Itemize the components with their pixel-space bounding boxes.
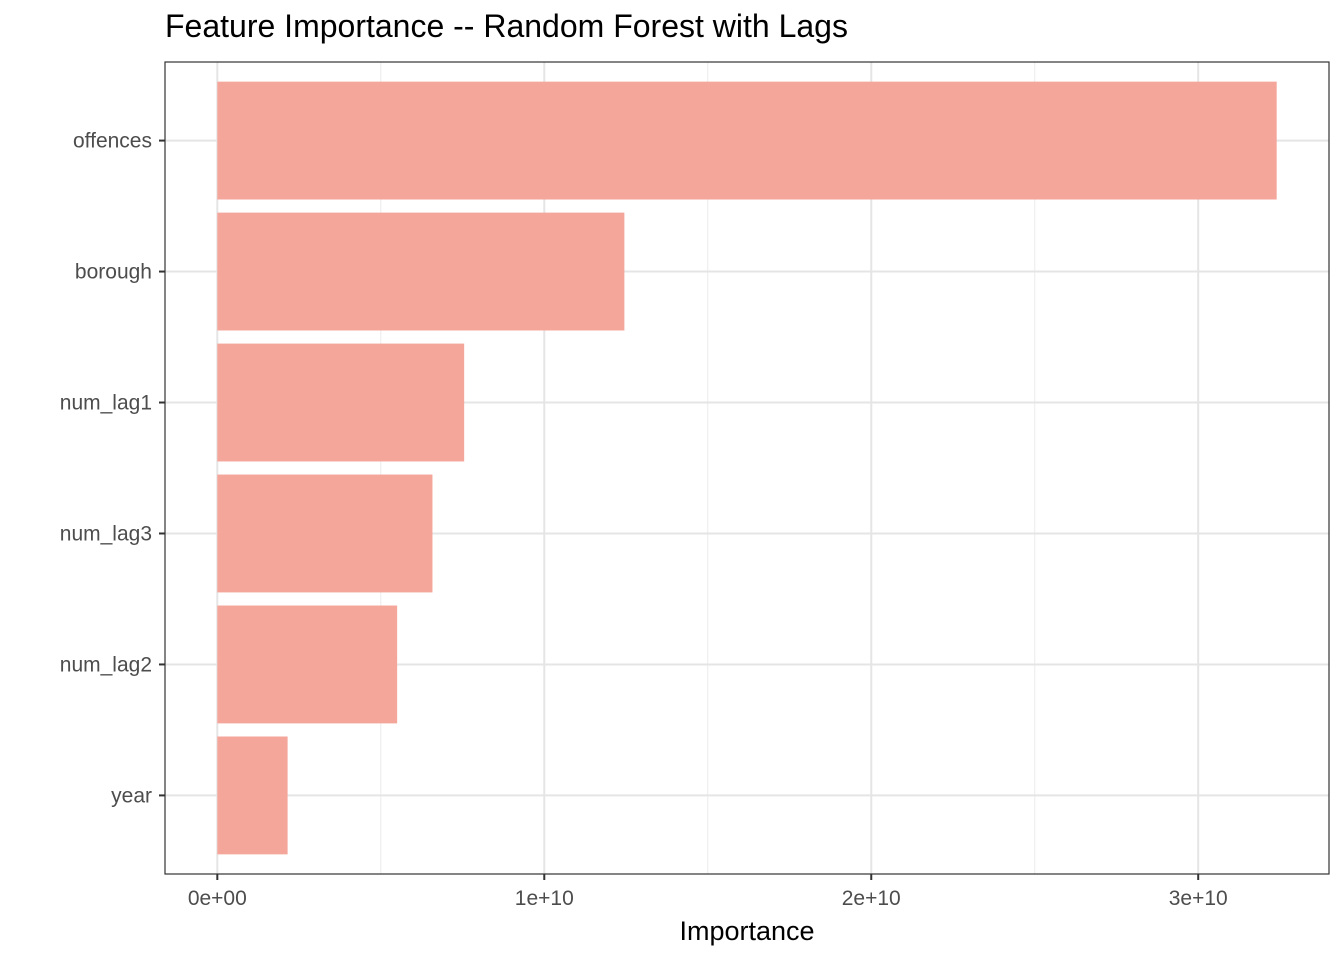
bars-layer <box>217 81 1277 855</box>
x-tick-label: 2e+10 <box>842 887 901 910</box>
bar-borough <box>217 212 625 331</box>
y-tick-label-num-lag3: num_lag3 <box>60 522 152 545</box>
y-tick-label-num-lag2: num_lag2 <box>60 653 152 676</box>
y-tick-label-num-lag1: num_lag1 <box>60 392 152 415</box>
y-tick-label-year: year <box>111 784 152 807</box>
bar-num-lag1 <box>217 343 465 462</box>
x-tick-label: 3e+10 <box>1169 887 1228 910</box>
y-tick-label-offences: offences <box>73 130 152 153</box>
y-tick-label-borough: borough <box>75 261 152 284</box>
axes-layer: offences borough num_lag1 num_lag3 num_lag2y… <box>60 130 1228 910</box>
bar-num-lag3 <box>217 474 433 593</box>
chart-title: Feature Importance -- Random Forest with… <box>165 8 848 44</box>
panel-border <box>164 61 1330 875</box>
bar-num-lag2 <box>217 605 398 724</box>
bar-offences <box>217 81 1277 200</box>
x-axis-title: Importance <box>679 916 814 946</box>
x-tick-label: 1e+10 <box>515 887 574 910</box>
x-tick-label: 0e+00 <box>188 887 247 910</box>
bar-year <box>217 736 288 855</box>
